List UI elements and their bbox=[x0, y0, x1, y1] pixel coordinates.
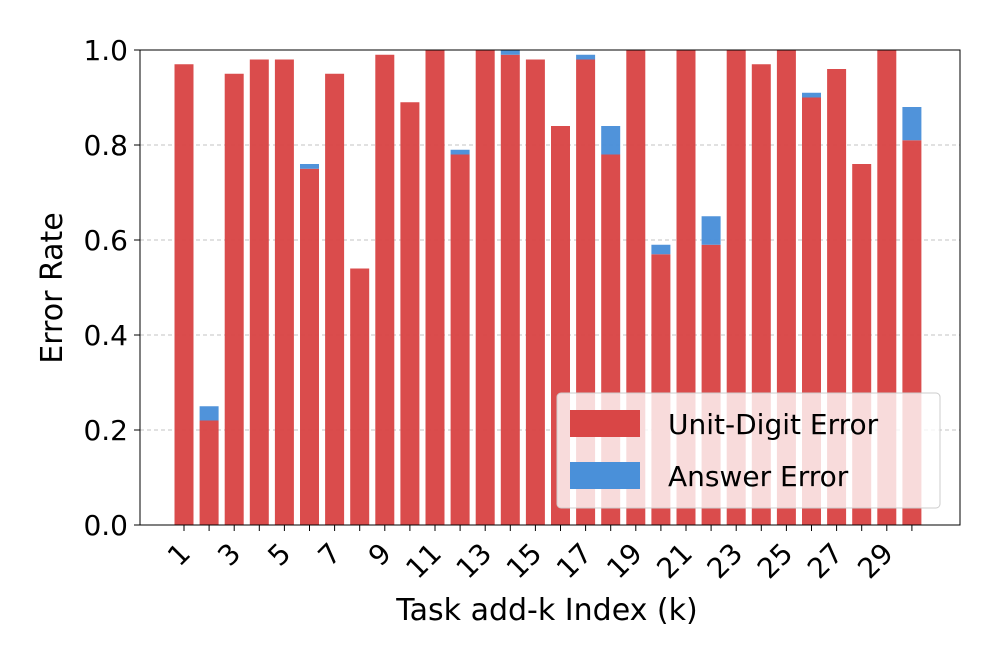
legend-label: Answer Error bbox=[668, 460, 849, 493]
legend-label: Unit-Digit Error bbox=[668, 408, 879, 441]
bar-segment bbox=[525, 59, 545, 525]
plot-frame bbox=[139, 49, 961, 526]
x-tick-label: 21 bbox=[650, 537, 699, 586]
x-tick-label: 27 bbox=[801, 537, 850, 586]
bar-segment bbox=[601, 126, 621, 155]
y-tick-label: 0.0 bbox=[83, 509, 128, 542]
y-tick-label: 1.0 bbox=[83, 34, 128, 67]
legend-swatch bbox=[570, 410, 640, 437]
bar-segment bbox=[400, 102, 420, 525]
bar-segment bbox=[375, 54, 395, 525]
bar-segment bbox=[199, 420, 219, 525]
x-tick-label: 15 bbox=[500, 537, 549, 586]
y-tick-label: 0.4 bbox=[83, 319, 128, 352]
bar-segment bbox=[224, 73, 244, 525]
bar-segment bbox=[500, 50, 520, 55]
legend-swatch bbox=[570, 462, 640, 489]
bar-segment bbox=[300, 168, 319, 525]
bar-segment bbox=[651, 244, 671, 255]
bar-segment bbox=[450, 154, 470, 525]
bar-segment bbox=[576, 54, 596, 60]
x-tick-label: 29 bbox=[851, 537, 900, 586]
bar-segment bbox=[425, 50, 445, 525]
bar-segment bbox=[300, 164, 319, 169]
x-axis-label: Task add-k Index (k) bbox=[395, 593, 697, 628]
bar-segment bbox=[199, 406, 219, 421]
x-tick-label: 13 bbox=[450, 537, 499, 586]
bar-segment bbox=[802, 92, 821, 98]
bar-segment bbox=[902, 107, 922, 141]
bar-segment bbox=[701, 216, 721, 245]
bar-segment bbox=[500, 54, 520, 525]
bar-segment bbox=[350, 268, 370, 525]
x-tick-label: 25 bbox=[751, 537, 800, 586]
x-tick-label: 9 bbox=[362, 537, 398, 573]
y-tick-label: 0.6 bbox=[83, 224, 128, 257]
bar-segment bbox=[249, 59, 269, 525]
x-tick-label: 1 bbox=[161, 537, 197, 573]
bar-segment bbox=[274, 59, 294, 525]
y-axis-label: Error Rate bbox=[35, 212, 70, 363]
x-tick-label: 19 bbox=[600, 537, 649, 586]
x-tick-label: 3 bbox=[211, 537, 247, 573]
x-tick-label: 5 bbox=[261, 537, 297, 573]
x-tick-label: 17 bbox=[550, 537, 599, 586]
legend-box bbox=[556, 392, 941, 509]
bar-segment bbox=[174, 64, 194, 525]
x-tick-label: 7 bbox=[312, 537, 348, 573]
x-tick-label: 23 bbox=[701, 537, 750, 586]
bar-segment bbox=[475, 50, 495, 525]
bar-segment bbox=[325, 73, 345, 525]
x-tick-label: 11 bbox=[399, 537, 448, 586]
bar-segment bbox=[450, 149, 470, 155]
y-tick-label: 0.8 bbox=[83, 129, 128, 162]
y-tick-label: 0.2 bbox=[83, 414, 128, 447]
